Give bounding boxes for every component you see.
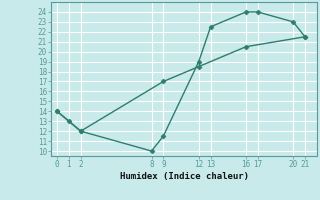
X-axis label: Humidex (Indice chaleur): Humidex (Indice chaleur) [119, 172, 249, 181]
